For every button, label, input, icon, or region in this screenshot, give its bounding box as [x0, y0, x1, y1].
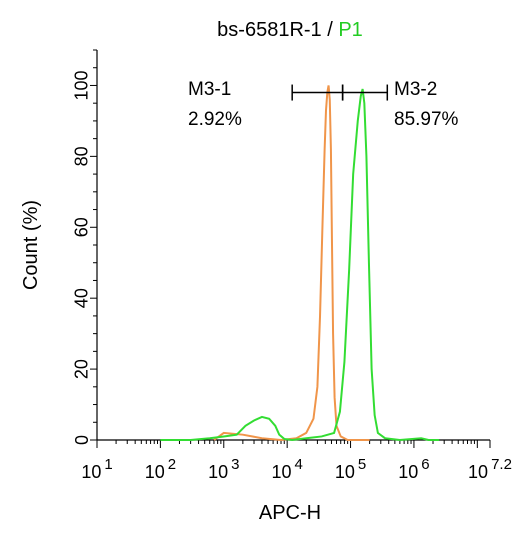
- x-axis-label: APC-H: [259, 502, 321, 524]
- marker-label-2: M3-2: [394, 79, 437, 100]
- y-tick-label: 100: [72, 70, 92, 100]
- x-tick-exponent: 3: [231, 456, 239, 473]
- x-tick-base: 10: [145, 462, 165, 482]
- x-tick-exponent: 4: [295, 456, 303, 473]
- y-tick-label: 20: [72, 359, 92, 379]
- chart-title: bs-6581R-1 / P1: [217, 19, 363, 41]
- x-tick-exponent: 5: [358, 456, 366, 473]
- x-tick-label: 10 5: [335, 456, 366, 482]
- x-tick-label: 10 4: [271, 456, 302, 482]
- marker-percent-1: 2.92%: [188, 109, 242, 130]
- x-tick-label: 10 6: [398, 456, 429, 482]
- x-tick-label: 10 3: [208, 456, 239, 482]
- y-tick-label: 60: [72, 217, 92, 237]
- x-tick-base: 10: [271, 462, 291, 482]
- x-tick-base: 10: [208, 462, 228, 482]
- x-tick-label: 10 2: [145, 456, 176, 482]
- x-tick-base: 10: [398, 462, 418, 482]
- x-tick-exponent: 2: [168, 456, 176, 473]
- y-tick-label: 0: [72, 435, 92, 445]
- x-tick-label: 10 7.2: [468, 456, 512, 482]
- series-line-1: [213, 85, 370, 442]
- x-tick-exponent: 7.2: [491, 456, 512, 473]
- y-tick-label: 80: [72, 146, 92, 166]
- x-tick-exponent: 6: [421, 456, 429, 473]
- series-line-2: [160, 88, 440, 442]
- y-tick-label: 40: [72, 288, 92, 308]
- y-axis-label: Count (%): [20, 200, 42, 290]
- x-tick-base: 10: [81, 462, 101, 482]
- marker-percent-2: 85.97%: [394, 109, 459, 130]
- marker-label-1: M3-1: [188, 79, 231, 100]
- chart-title-prefix: bs-6581R-1 /: [217, 19, 338, 41]
- x-tick-exponent: 1: [104, 456, 112, 473]
- x-tick-base: 10: [468, 462, 488, 482]
- chart-title-highlight: P1: [338, 19, 362, 41]
- x-tick-label: 10 1: [81, 456, 112, 482]
- x-tick-base: 10: [335, 462, 355, 482]
